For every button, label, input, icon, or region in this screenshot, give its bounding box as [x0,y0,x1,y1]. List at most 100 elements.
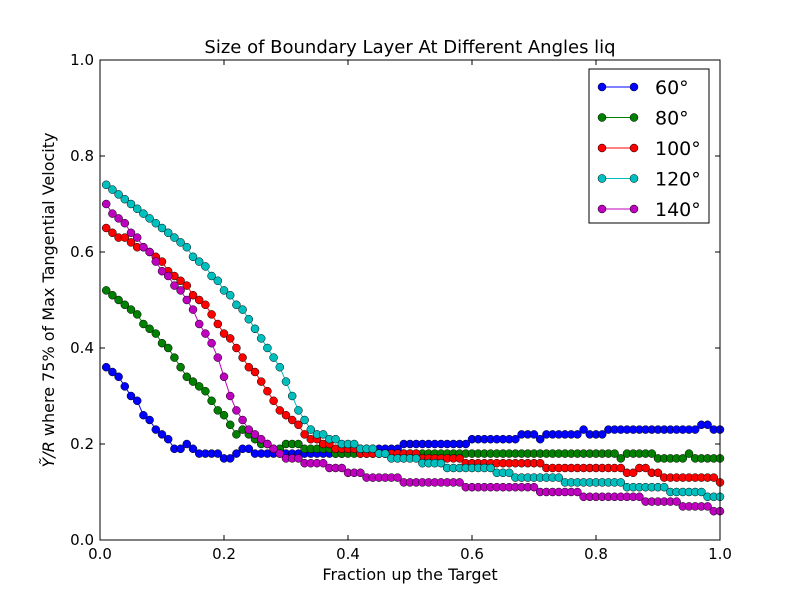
data-point [120,382,130,391]
data-point [238,415,247,425]
data-point [349,439,359,449]
data-point [244,425,254,434]
data-point [703,420,712,430]
data-point [145,415,154,425]
data-point [269,444,278,454]
data-point [250,324,260,334]
data-point [672,497,681,506]
data-point [641,463,650,473]
data-point [318,430,328,439]
data-point [244,314,254,324]
data-point [653,468,663,478]
legend-label: 80° [655,108,689,130]
data-point [275,449,285,458]
data-point [250,367,260,377]
data-point [535,434,545,444]
data-point [225,420,235,430]
data-point [176,238,185,247]
data-point [573,487,582,497]
data-point [294,454,303,463]
data-point [703,502,712,511]
data-point [263,439,272,449]
data-point [554,473,564,482]
data-point [120,194,130,204]
data-point [436,458,446,468]
data-point [201,386,210,396]
chart-title: Size of Boundary Layer At Different Angl… [204,37,615,58]
data-point [573,430,582,439]
legend-item: 80° [597,108,689,130]
legend-marker [597,174,607,183]
plot-frame [99,59,721,541]
data-point [120,218,130,228]
data-point [176,362,185,372]
data-point [201,329,210,338]
data-point [529,430,539,439]
data-point [108,290,117,300]
data-point [300,415,309,425]
data-point [709,473,719,482]
data-point [678,454,688,463]
data-point [201,262,210,271]
data-point [368,444,378,454]
data-point [120,300,130,310]
data-point [132,310,142,319]
data-point [411,454,421,463]
data-point [529,482,539,492]
data-point [188,305,198,314]
legend-marker [629,204,639,214]
data-point [157,338,167,348]
data-point [610,449,619,458]
data-point [182,372,192,382]
data-point [114,190,123,199]
data-point [207,396,216,406]
data-point [300,430,309,439]
data-point [207,310,216,319]
data-point [101,286,111,295]
data-point [157,223,167,233]
y-tick-label: 0.4 [70,339,94,357]
data-point [219,329,229,338]
data-point [461,439,471,449]
y-axis-label-math: Ỹ/R [39,441,58,467]
data-point [182,242,192,252]
data-point [108,209,117,218]
data-point [145,214,154,223]
data-point [393,473,402,482]
data-point [579,425,588,434]
legend-item: 100° [597,138,701,160]
legend-marker [629,143,639,153]
data-point [219,410,229,420]
data-point [486,463,495,473]
legend-marker [597,143,607,153]
legend-label: 120° [655,169,701,191]
x-tick-label: 0.0 [88,545,112,563]
y-tick-label: 0.2 [70,435,94,453]
data-point [213,406,223,415]
data-point [238,353,247,362]
data-point [356,468,365,478]
data-point [132,204,142,214]
x-tick-label: 1.0 [708,545,732,563]
data-point [182,295,192,305]
y-tick-label: 0.6 [70,243,94,261]
data-point [207,271,216,281]
series-layer [101,180,725,516]
data-point [151,329,161,338]
data-point [101,199,111,209]
legend-item: 60° [597,77,689,99]
data-point [101,223,111,233]
data-point [697,487,706,497]
y-axis-label-text: where 75% of Max Tangential Velocity [39,133,58,442]
y-tick-label: 0.0 [70,531,94,549]
axis-ticks: 0.0 0.2 0.4 0.6 0.8 1.0 0.0 0.2 0.4 0.6 0.8 1.0 [70,51,732,563]
data-point [194,295,204,305]
data-point [101,180,111,190]
legend-marker [629,113,639,122]
data-point [281,410,291,420]
data-point [269,353,278,362]
data-point [294,439,303,449]
data-point [318,458,328,468]
data-point [182,281,192,290]
